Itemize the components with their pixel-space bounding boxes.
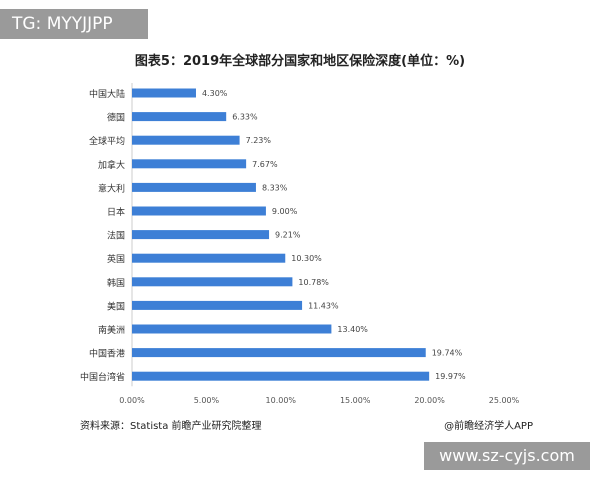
bar: [132, 159, 247, 169]
data-label: 6.33%: [232, 113, 258, 122]
bar: [132, 206, 266, 216]
data-label: 9.00%: [272, 207, 298, 216]
x-tick-label: 10.00%: [266, 396, 297, 405]
x-tick-label: 25.00%: [489, 396, 520, 405]
category-label: 中国台湾省: [80, 371, 125, 383]
bar: [132, 88, 196, 98]
data-label: 8.33%: [262, 183, 288, 192]
category-label: 日本: [107, 206, 125, 218]
category-label: 美国: [107, 300, 125, 312]
data-label: 19.97%: [435, 372, 466, 381]
chart-title: 图表5：2019年全球部分国家和地区保险深度(单位：%): [134, 54, 466, 69]
x-tick-label: 5.00%: [194, 396, 220, 405]
category-label: 韩国: [107, 277, 125, 289]
overlay-site: www.sz-cyjs.com: [424, 442, 590, 470]
bar: [132, 230, 270, 240]
data-label: 7.23%: [246, 136, 272, 145]
bar: [132, 371, 430, 381]
category-label: 全球平均: [89, 135, 125, 147]
category-label: 中国大陆: [89, 88, 125, 100]
overlay-tag: TG: MYYJJPP: [0, 9, 148, 39]
data-label: 10.30%: [291, 254, 322, 263]
bar: [132, 324, 332, 334]
x-tick-label: 0.00%: [119, 396, 145, 405]
bar: [132, 277, 293, 287]
data-label: 10.78%: [298, 278, 329, 287]
x-tick-label: 20.00%: [414, 396, 445, 405]
category-label: 南美洲: [98, 324, 125, 336]
credit: @前瞻经济学人APP: [444, 421, 533, 432]
data-label: 19.74%: [432, 349, 463, 358]
category-label: 德国: [107, 112, 125, 124]
data-label: 4.30%: [202, 89, 228, 98]
bar: [132, 182, 256, 192]
data-label: 9.21%: [275, 231, 301, 240]
category-label: 加拿大: [98, 159, 125, 171]
bar: [132, 348, 426, 358]
category-label: 法国: [107, 230, 125, 242]
data-label: 11.43%: [308, 301, 339, 310]
category-label: 中国香港: [89, 348, 125, 360]
category-label: 英国: [107, 253, 125, 265]
bar: [132, 300, 303, 310]
x-tick-label: 15.00%: [340, 396, 371, 405]
bar: [132, 135, 240, 145]
data-label: 7.67%: [252, 160, 278, 169]
bar: [132, 112, 227, 122]
category-label: 意大利: [98, 182, 125, 194]
bar: [132, 253, 286, 263]
source-note: 资料来源：Statista 前瞻产业研究院整理: [80, 421, 262, 432]
data-label: 13.40%: [337, 325, 368, 334]
